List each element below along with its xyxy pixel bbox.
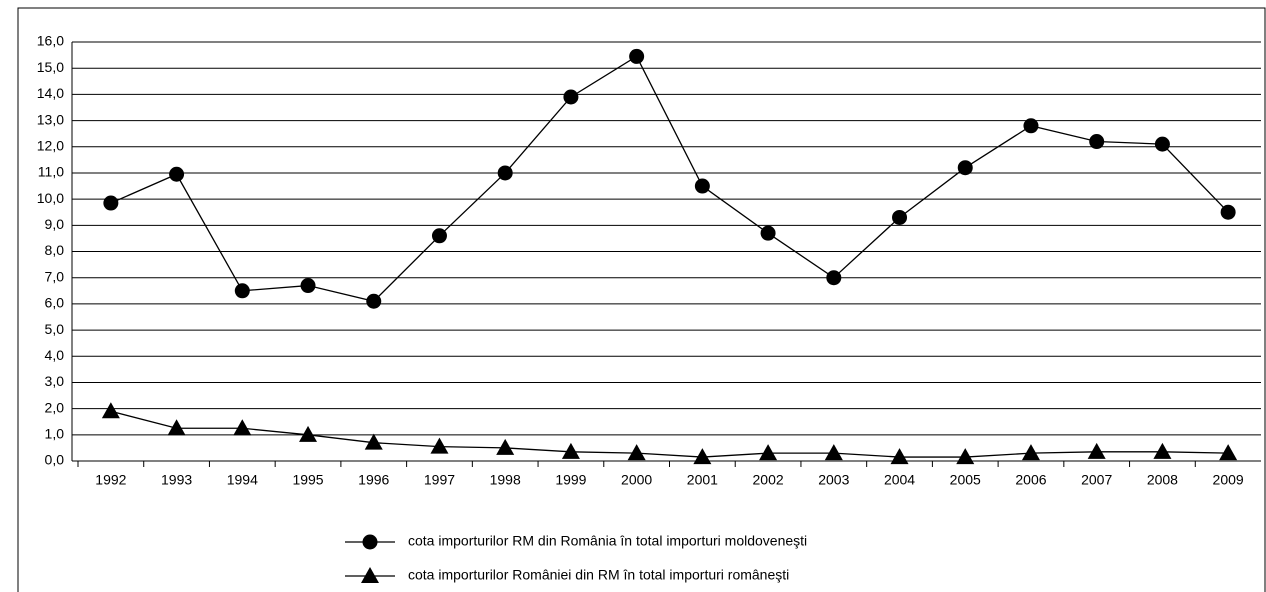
marker [1023, 118, 1039, 134]
y-tick-label: 15,0 [37, 59, 64, 75]
x-tick-label: 2003 [818, 472, 849, 488]
marker [1219, 444, 1238, 461]
y-tick-label: 14,0 [37, 85, 64, 101]
marker [693, 448, 712, 465]
x-tick-label: 2007 [1081, 472, 1112, 488]
marker [430, 437, 449, 454]
x-tick-label: 2004 [884, 472, 915, 488]
marker [563, 89, 579, 105]
marker [826, 270, 842, 286]
x-tick-label: 2000 [621, 472, 652, 488]
marker [364, 433, 383, 450]
x-tick-label: 2005 [950, 472, 981, 488]
y-tick-label: 2,0 [45, 399, 65, 415]
x-tick-label: 1993 [161, 472, 192, 488]
marker [233, 419, 252, 436]
series-line [110, 410, 1229, 458]
y-tick-label: 11,0 [38, 164, 64, 180]
marker [101, 402, 120, 419]
y-tick-label: 1,0 [45, 426, 65, 442]
y-tick-label: 16,0 [37, 33, 64, 49]
y-tick-label: 4,0 [45, 347, 65, 363]
x-tick-label: 2001 [687, 472, 718, 488]
marker [890, 448, 909, 465]
x-tick-label: 1995 [292, 472, 323, 488]
y-tick-label: 6,0 [45, 295, 65, 311]
y-tick-label: 0,0 [45, 452, 65, 468]
x-tick-label: 1997 [424, 472, 455, 488]
marker [431, 228, 447, 244]
x-tick-label: 1999 [555, 472, 586, 488]
marker [300, 278, 316, 294]
marker [167, 419, 186, 436]
marker [694, 178, 710, 194]
y-tick-label: 9,0 [45, 216, 65, 232]
chart-frame [17, 7, 1266, 592]
marker [824, 444, 843, 461]
x-tick-label: 2008 [1147, 472, 1178, 488]
marker [496, 438, 515, 455]
y-tick-label: 3,0 [45, 373, 65, 389]
legend-label: cota importurilor RM din România în tota… [408, 533, 807, 549]
y-tick-label: 13,0 [37, 111, 64, 127]
y-tick-label: 8,0 [45, 242, 65, 258]
marker [759, 444, 778, 461]
x-tick-label: 2002 [753, 472, 784, 488]
marker [1087, 442, 1106, 459]
x-tick-label: 2009 [1213, 472, 1244, 488]
marker [234, 283, 250, 299]
y-tick-label: 5,0 [45, 321, 65, 337]
marker [627, 444, 646, 461]
marker [1220, 204, 1236, 220]
marker [561, 442, 580, 459]
legend-marker [361, 567, 379, 583]
x-tick-label: 1998 [490, 472, 521, 488]
marker [1089, 134, 1105, 150]
marker [957, 160, 973, 176]
marker [1154, 136, 1170, 152]
series-line [110, 55, 1229, 302]
y-tick-label: 7,0 [45, 268, 65, 284]
marker [103, 195, 119, 211]
y-tick-label: 10,0 [37, 190, 64, 206]
x-tick-label: 1996 [358, 472, 389, 488]
marker [1153, 442, 1172, 459]
x-tick-label: 1992 [95, 472, 126, 488]
marker [299, 425, 318, 442]
marker [956, 448, 975, 465]
legend-marker [362, 534, 378, 550]
legend-label: cota importurilor României din RM în tot… [408, 567, 789, 583]
marker [760, 225, 776, 241]
x-tick-label: 2006 [1015, 472, 1046, 488]
x-tick-label: 1994 [227, 472, 258, 488]
y-tick-label: 12,0 [37, 137, 64, 153]
marker [366, 293, 382, 309]
marker [892, 209, 908, 225]
marker [629, 48, 645, 64]
marker [497, 165, 513, 181]
marker [1021, 444, 1040, 461]
marker [169, 166, 185, 182]
